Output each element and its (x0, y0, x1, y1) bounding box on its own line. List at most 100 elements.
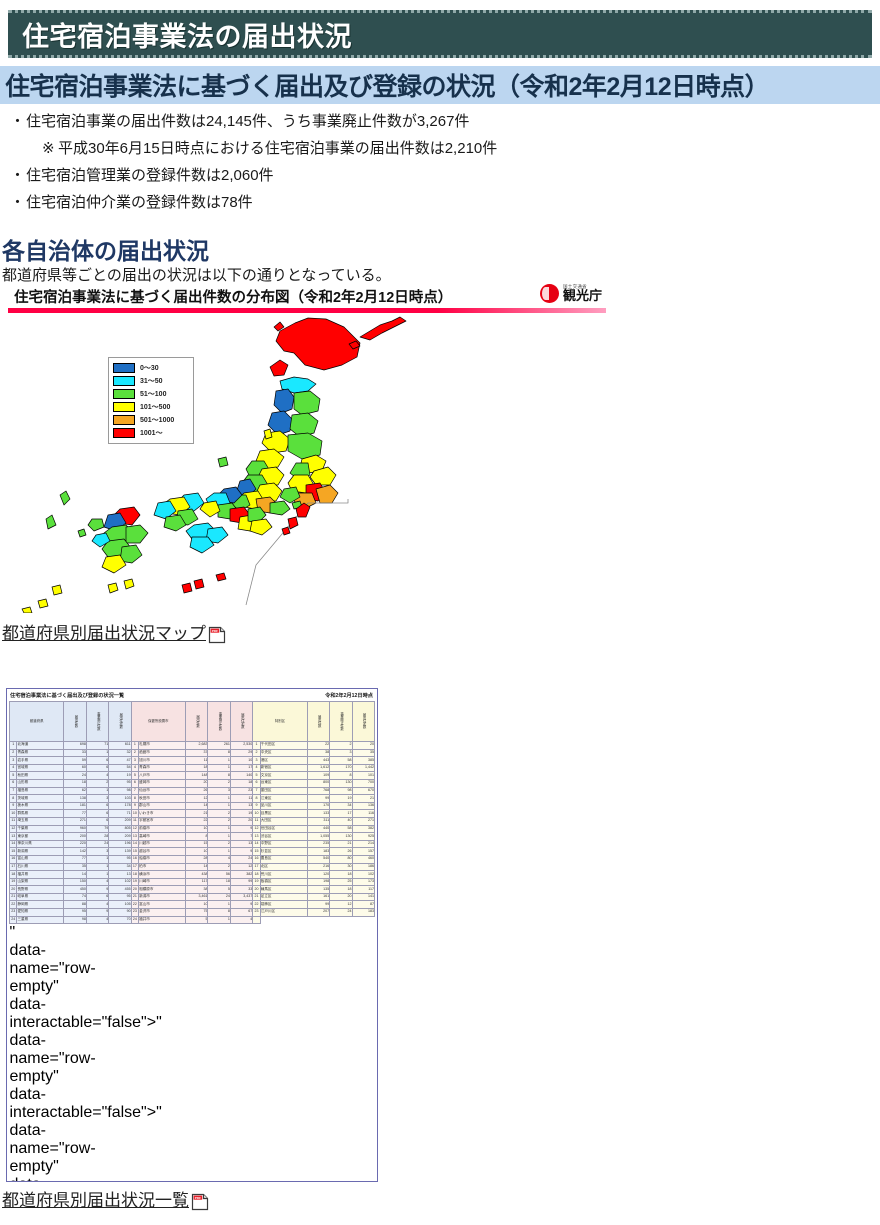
row-name: 港区 (259, 756, 308, 765)
col-ward-dwellings: 届出住宅数 (351, 701, 376, 742)
row-name: 文京区 (259, 771, 308, 780)
row-index: 9 (252, 801, 261, 811)
row-name: 三重県 (16, 915, 65, 925)
row-abolished: 6 (85, 756, 110, 765)
row-dwellings: 101 (351, 771, 376, 780)
row-notifications: 183 (306, 847, 331, 856)
row-name: 秋田市 (138, 794, 187, 803)
row-abolished: 9 (85, 885, 110, 894)
row-index: 20 (8, 885, 18, 894)
jta-logo: 国土交通省 観光庁 (539, 283, 602, 303)
row-index: 1 (8, 741, 18, 750)
row-abolished: 2 (329, 741, 353, 750)
row-dwellings: 71 (108, 809, 132, 818)
row-notifications: 98 (63, 915, 87, 925)
row-dwellings: 805 (108, 824, 132, 834)
row-name: 大田区 (259, 816, 308, 826)
table-row: 7 福島県 62 1 98 7 仙台市 26 3 23 7 墨田区 768 98 670 (8, 786, 376, 796)
row-dwellings: 183 (351, 908, 376, 917)
legend-swatch-51-100 (113, 389, 135, 399)
row-abolished: 58 (329, 824, 353, 834)
row-index: 20 (130, 885, 140, 894)
row-abolished: 17 (329, 809, 353, 818)
row-dwellings: 33 (229, 885, 254, 894)
map-pdf-link[interactable]: 都道府県別届出状況マップ PDF (2, 619, 227, 644)
row-abolished: 24 (85, 839, 110, 849)
row-notifications: 38 (185, 885, 209, 894)
row-dwellings: 271 (351, 816, 376, 826)
row-notifications: 150 (63, 877, 87, 887)
row-name: 目黒区 (259, 809, 308, 818)
row-notifications: 14 (63, 870, 87, 879)
summary-bullet-list: ・住宅宿泊事業の届出件数は24,145件、うち事業廃止件数が3,267件 ※ 平成… (0, 108, 880, 216)
row-dwellings: 20 (351, 741, 376, 750)
row-abolished: 18 (329, 870, 353, 879)
table-head: 都道府県 届出件数 事業廃止件数 届出住宅数 保健所設置市 届出件数 事業廃止件… (8, 701, 376, 742)
row-notifications: 142 (63, 847, 87, 856)
row-index: 14 (130, 839, 140, 849)
legend-swatch-0-30 (113, 363, 135, 373)
row-name: 川越市 (138, 839, 187, 849)
row-name: 新宿区 (259, 763, 308, 773)
row-notifications: 33 (63, 748, 87, 758)
row-dwellings: 136 (351, 801, 376, 811)
col-city-abolished: 事業廃止件数 (207, 701, 231, 742)
row-notifications: 135 (306, 885, 331, 894)
row-notifications: 440 (306, 824, 331, 834)
row-abolished: 58 (329, 756, 353, 765)
row-name: 岐阜県 (16, 892, 65, 902)
document-title: 住宅宿泊事業法に基づく届出及び登録の状況一覧 (10, 692, 125, 699)
row-abolished: 6 (85, 801, 110, 811)
bullet-marker: ・ (10, 194, 26, 211)
row-abolished: 1 (207, 832, 231, 841)
row-notifications: 77 (63, 809, 87, 818)
row-name: 宮城県 (16, 763, 65, 773)
map-pdf-link-label[interactable]: 都道府県別届出状況マップ (2, 624, 206, 643)
row-index: 24 (130, 915, 140, 925)
row-notifications: 450 (63, 885, 87, 894)
row-notifications: 10 (185, 847, 209, 856)
document-date: 令和2年2月12日時点 (325, 692, 373, 699)
row-notifications: 20 (185, 778, 209, 788)
row-index: 5 (130, 771, 140, 780)
row-notifications: 198 (306, 877, 331, 887)
pdf-icon: PDF (208, 625, 227, 644)
row-notifications: 8 (185, 832, 209, 841)
row-name: 宇都宮市 (138, 816, 187, 826)
row-index: 16 (130, 854, 140, 864)
map-legend: 0〜30 31〜50 51〜100 101〜500 501〜1000 (108, 357, 194, 444)
table-row: 15 新潟県 142 3 139 15 越谷市 10 1 9 15 杉並区 183 26 157 (8, 847, 376, 856)
row-abolished: 2 (207, 816, 231, 826)
list-pdf-link[interactable]: 都道府県別届出状況一覧 PDF (2, 1186, 210, 1211)
col-group-health-city: 保健所設置市 (130, 701, 187, 742)
row-abolished: 1 (207, 756, 231, 765)
row-notifications: 768 (306, 786, 331, 796)
row-abolished: 1 (85, 870, 110, 879)
row-notifications: 59 (63, 756, 87, 765)
row-index: 4 (252, 763, 261, 773)
row-name: 墨田区 (259, 786, 308, 796)
logo-ministry-label: 国土交通省 (562, 283, 587, 289)
bullet-marker: ・ (10, 113, 26, 130)
row-index: 14 (8, 839, 18, 849)
row-dwellings: 13 (229, 801, 254, 811)
table-row: 18 福井県 14 1 13 18 横浜市 438 56 382 18 荒川区 120 18 102 (8, 870, 376, 879)
row-name: 北海道 (16, 741, 65, 750)
row-index: 15 (252, 847, 261, 856)
row-notifications: 26 (185, 786, 209, 796)
row-name: 愛知県 (16, 908, 65, 917)
row-notifications: 148 (185, 771, 209, 780)
row-name: 世田谷区 (259, 824, 308, 834)
row-notifications: 271 (63, 816, 87, 826)
row-index: 6 (130, 778, 140, 788)
row-abolished: 4 (207, 854, 231, 864)
row-name: 茨城県 (16, 794, 65, 803)
row-dwellings: 102 (108, 877, 132, 887)
row-index: 9 (130, 801, 140, 811)
list-pdf-link-label[interactable]: 都道府県別届出状況一覧 (2, 1191, 189, 1210)
row-index: 5 (8, 771, 18, 780)
row-notifications: 77 (63, 854, 87, 864)
row-dwellings: 1,442 (351, 763, 376, 773)
row-abolished: 98 (329, 786, 353, 796)
row-index: 18 (252, 870, 261, 879)
